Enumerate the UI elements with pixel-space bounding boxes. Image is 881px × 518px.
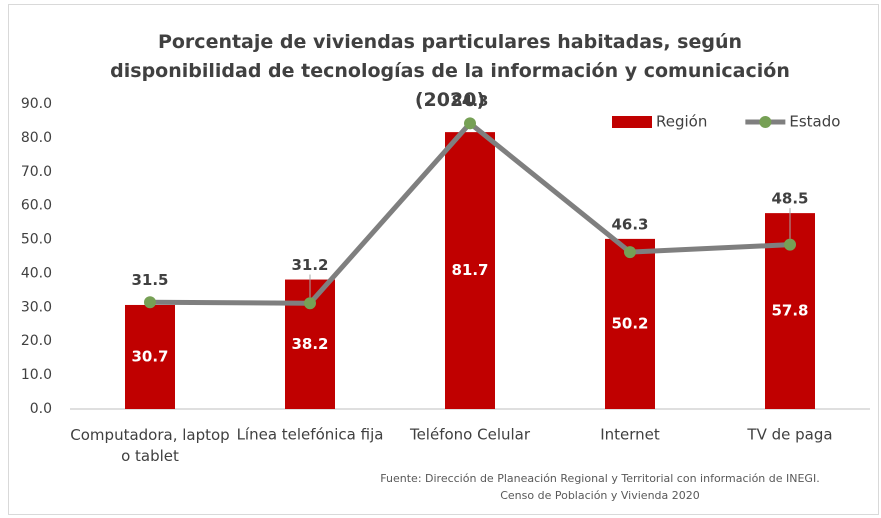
x-tick-label: Internet — [600, 426, 660, 444]
bar — [445, 132, 495, 409]
y-tick-label: 10.0 — [21, 367, 52, 383]
x-tick-label: Computadora, laptop o tablet — [70, 426, 229, 465]
y-tick-label: 0.0 — [30, 401, 52, 417]
line-marker — [784, 238, 796, 251]
bar — [605, 238, 655, 409]
y-tick-label: 20.0 — [21, 333, 52, 349]
line-value-label: 31.2 — [291, 256, 328, 274]
y-tick-label: 40.0 — [21, 265, 52, 281]
y-tick-label: 80.0 — [21, 130, 52, 146]
bar-value-label: 57.8 — [771, 302, 808, 320]
x-tick-label: Teléfono Celular — [409, 426, 531, 444]
source-note: Fuente: Dirección de Planeación Regional… — [380, 472, 820, 502]
x-tick-label: Línea telefónica fija — [237, 426, 384, 444]
chart-title: Porcentaje de viviendas particulares hab… — [110, 31, 790, 111]
line-value-label: 31.5 — [131, 271, 168, 289]
legend-swatch — [612, 116, 652, 128]
y-tick-label: 30.0 — [21, 299, 52, 315]
line-marker — [464, 117, 476, 130]
y-tick-label: 70.0 — [21, 164, 52, 180]
bar-value-label: 81.7 — [451, 261, 488, 279]
line-value-label: 48.5 — [771, 190, 808, 208]
x-tick-label: TV de paga — [746, 426, 832, 444]
bar — [125, 304, 175, 409]
line-marker — [624, 246, 636, 259]
line-marker — [144, 296, 156, 309]
bar-value-label: 30.7 — [131, 347, 168, 365]
y-tick-label: 90.0 — [21, 96, 52, 112]
line-marker — [304, 297, 316, 310]
frame — [8, 4, 879, 515]
y-tick-label: 50.0 — [21, 232, 52, 248]
bar-value-label: 50.2 — [611, 314, 648, 332]
line-value-label: 46.3 — [611, 215, 648, 233]
legend-label: Estado — [789, 113, 840, 131]
line-value-label: 84.3 — [451, 92, 488, 110]
legend-label: Región — [656, 113, 707, 131]
legend-marker — [759, 116, 772, 128]
bar-value-label: 38.2 — [291, 335, 328, 353]
y-tick-label: 60.0 — [21, 198, 52, 214]
